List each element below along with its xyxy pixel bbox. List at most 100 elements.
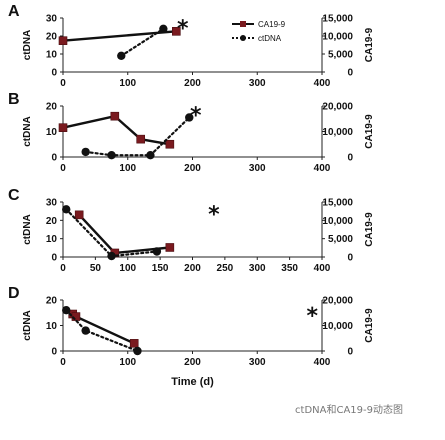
y-left-tick-label: 30 [46,198,58,209]
ctdna-marker [81,326,90,335]
y-left-axis-label: ctDNA [22,116,33,147]
x-tick-label: 250 [217,263,234,274]
y-left-tick-label: 10 [46,127,58,138]
legend-entry-label: CA19-9 [258,20,286,29]
y-right-tick-label: 10,000 [322,321,353,332]
asterisk-annotation: * [208,202,220,227]
x-tick-label: 200 [184,263,201,274]
y-right-tick-label: 10,000 [322,216,353,227]
y-left-tick-label: 0 [51,153,57,164]
y-left-tick-label: 30 [46,14,58,25]
ctdna-line-a [120,27,165,57]
ctdna-marker [133,346,142,356]
x-tick-label: 350 [281,263,298,274]
ca19-9-line-b [62,114,171,146]
x-tick-label: 100 [119,163,136,174]
y-left-axis-label: ctDNA [22,30,33,61]
y-left-tick-label: 20 [46,102,58,113]
x-tick-label: 400 [314,163,331,174]
y-right-axis-label: CA19-9 [364,308,375,343]
panel-label-d: D [8,285,20,302]
x-tick-label: 400 [314,357,331,368]
ca19-9-marker [136,134,145,144]
asterisk-annotation: * [190,104,202,129]
ctdna-marker [159,24,168,33]
ca19-9-line-a [62,30,177,42]
x-tick-label: 400 [314,78,331,89]
ctdna-marker [107,151,116,160]
ctdna-line-d [65,309,139,353]
y-left-tick-label: 10 [46,50,58,61]
ctdna-marker [107,251,116,261]
ca19-9-marker [58,123,68,132]
y-left-tick-label: 20 [46,32,58,43]
ca19-9-marker [172,27,181,36]
y-left-tick-label: 0 [51,347,57,358]
x-tick-label: 0 [60,263,66,274]
y-right-tick-label: 0 [347,347,353,358]
ca19-9-marker [129,339,139,348]
x-tick-label: 0 [60,357,66,368]
legend-ctdna-marker [240,35,246,41]
x-tick-label: 50 [90,263,102,274]
y-right-axis-label: CA19-9 [364,212,375,247]
x-tick-label: 400 [314,263,331,274]
x-tick-label: 150 [152,263,169,274]
y-right-tick-label: 5,000 [328,50,353,61]
ca19-9-marker [165,243,175,252]
x-tick-label: 200 [184,357,201,368]
panel-label-a: A [8,3,20,20]
panel-label-c: C [8,187,20,204]
ctdna-marker [152,247,162,256]
y-right-tick-label: 5,000 [328,234,353,245]
y-left-tick-label: 10 [46,234,58,245]
ctdna-marker [62,306,71,315]
ctdna-marker [62,205,71,214]
x-tick-label: 100 [119,78,136,89]
ca19-9-marker [165,139,175,149]
ctdna-marker [185,113,194,122]
ctdna-marker [146,151,155,160]
y-left-tick-label: 10 [46,321,58,332]
y-right-tick-label: 15,000 [322,198,353,209]
y-left-tick-label: 20 [46,296,58,307]
x-tick-label: 300 [249,357,266,368]
x-tick-label: 300 [249,163,266,174]
asterisk-annotation: * [307,304,319,329]
ctdna-marker [81,147,90,157]
y-left-tick-label: 0 [51,253,57,264]
y-right-tick-label: 20,000 [322,102,353,113]
ctdna-marker [117,51,126,60]
x-tick-label: 200 [184,163,201,174]
legend-entry-label: ctDNA [258,34,282,43]
x-tick-label: 200 [184,78,201,89]
x-tick-label: 100 [119,263,136,274]
legend-ca19-9-marker [240,21,246,27]
ctdna-line-b [84,116,191,157]
y-right-axis-label: CA19-9 [364,114,375,149]
x-tick-label: 0 [60,163,66,174]
x-tick-label: 100 [119,357,136,368]
y-right-axis-label: CA19-9 [364,27,375,62]
y-left-tick-label: 0 [51,68,57,79]
y-right-tick-label: 0 [347,68,353,79]
ca19-9-line-c [78,213,170,255]
x-tick-label: 300 [249,263,266,274]
y-left-axis-label: ctDNA [22,310,33,341]
y-left-axis-label: ctDNA [22,214,33,245]
x-tick-label: 300 [249,78,266,89]
watermark-caption: ctDNA和CA19-9动态图 [295,405,403,416]
y-right-tick-label: 0 [347,153,353,164]
ca19-9-marker [110,111,120,121]
y-right-tick-label: 10,000 [322,32,353,43]
y-right-tick-label: 10,000 [322,127,353,138]
ca19-9-marker [58,36,68,45]
y-left-tick-label: 20 [46,216,58,227]
ca19-9-marker [74,210,84,220]
panel-label-b: B [8,91,20,108]
y-right-tick-label: 20,000 [322,296,353,307]
x-axis-label: Time (d) [171,376,214,388]
y-right-tick-label: 15,000 [322,14,353,25]
y-right-tick-label: 0 [347,253,353,264]
